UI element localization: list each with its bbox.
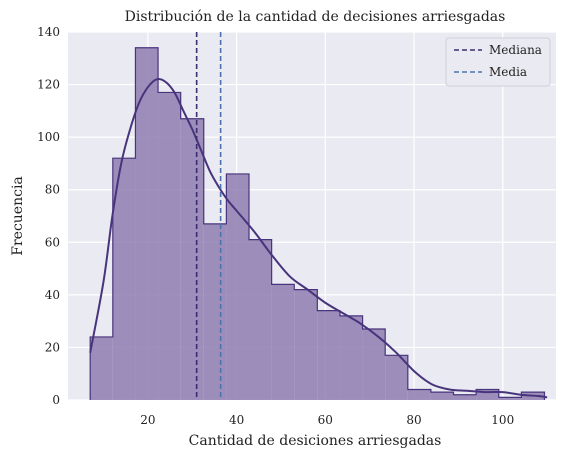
kde-line — [89, 78, 548, 399]
x-tick-label: 40 — [229, 413, 244, 427]
histogram-bar — [407, 389, 431, 400]
histogram-bar — [180, 118, 204, 400]
histogram-bar — [317, 310, 340, 400]
x-axis-ticks: 20 40 60 80 100 — [140, 413, 514, 427]
x-tick-label: 100 — [491, 413, 514, 427]
x-axis-label: Cantidad de desiciones arriesgadas — [189, 433, 442, 449]
legend-median-label: Mediana — [489, 43, 542, 57]
y-tick-label: 20 — [45, 340, 60, 354]
y-tick-label: 80 — [45, 183, 60, 197]
y-tick-label: 120 — [37, 78, 60, 92]
histogram-outline — [89, 47, 546, 400]
histogram-bar — [226, 173, 250, 400]
histogram-bar — [249, 239, 272, 400]
legend-mean-label: Media — [489, 65, 527, 79]
histogram-bar — [385, 355, 408, 400]
histogram-bar — [271, 284, 295, 400]
chart-title: Distribución de la cantidad de decisione… — [125, 9, 506, 25]
x-tick-label: 80 — [406, 413, 421, 427]
histogram-bar — [476, 389, 499, 400]
x-tick-label: 60 — [318, 413, 333, 427]
x-tick-label: 20 — [140, 413, 155, 427]
histogram-bar — [203, 223, 227, 400]
y-axis-label: Frecuencia — [10, 176, 26, 256]
histogram-bar — [112, 158, 136, 400]
histogram-bar — [90, 336, 113, 400]
y-tick-label: 60 — [45, 235, 60, 249]
histogram-bar — [158, 92, 181, 400]
y-tick-label: 100 — [37, 130, 60, 144]
y-tick-label: 0 — [52, 393, 60, 407]
histogram-bar — [430, 392, 454, 400]
kde-curve — [89, 78, 548, 399]
y-tick-label: 40 — [45, 288, 60, 302]
y-tick-label: 140 — [37, 25, 60, 39]
reference-lines — [195, 32, 222, 400]
histogram-bars — [89, 47, 546, 401]
histogram-bar — [294, 289, 318, 400]
histogram-bar — [498, 397, 522, 400]
histogram-bar — [339, 315, 363, 400]
histogram-bar — [135, 47, 159, 401]
y-axis-ticks: 0 20 40 60 80 100 120 140 — [37, 25, 60, 407]
histogram-bar — [453, 394, 477, 400]
histogram-bar — [362, 329, 386, 400]
legend: Mediana Media — [445, 37, 551, 87]
